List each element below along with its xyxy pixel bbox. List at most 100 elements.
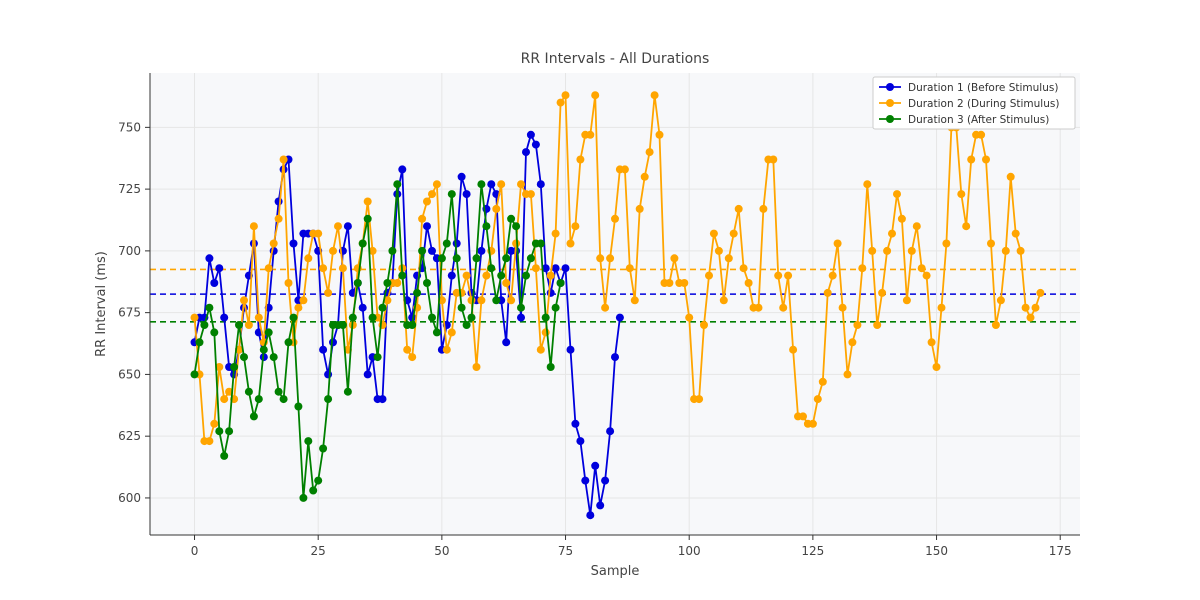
data-point [487, 180, 496, 189]
data-point [502, 254, 511, 263]
data-point [442, 345, 451, 354]
data-point [502, 279, 511, 287]
data-point [596, 254, 605, 263]
data-point [457, 303, 466, 312]
data-point [452, 254, 461, 263]
data-point [779, 303, 788, 312]
data-point [244, 387, 253, 396]
data-point [932, 363, 941, 371]
legend-marker [886, 99, 894, 107]
data-point [917, 264, 926, 273]
data-point [324, 288, 333, 297]
data-point [546, 363, 555, 371]
x-axis-label: Sample [591, 564, 640, 579]
data-point [413, 288, 422, 297]
data-point [274, 214, 283, 223]
data-point [942, 239, 951, 248]
data-point [581, 476, 590, 485]
data-point [304, 254, 313, 263]
data-point [363, 197, 372, 206]
data-point [408, 321, 417, 329]
data-point [220, 395, 229, 404]
data-point [225, 427, 234, 436]
data-point [522, 148, 530, 157]
data-point [734, 204, 743, 213]
data-point [314, 229, 323, 238]
data-point [348, 313, 357, 322]
data-point [220, 313, 229, 322]
data-point [586, 511, 595, 520]
data-point [472, 363, 481, 371]
y-axis-label: RR Interval (ms) [94, 251, 109, 357]
data-point [967, 155, 976, 164]
data-point [1031, 303, 1040, 312]
y-tick-label: 700 [118, 244, 141, 258]
data-point [477, 296, 486, 305]
data-point [878, 288, 887, 297]
data-point [472, 254, 481, 263]
data-point [393, 279, 402, 287]
x-tick-label: 75 [558, 544, 573, 558]
data-point [883, 246, 892, 255]
data-point [611, 353, 619, 362]
data-point [205, 437, 214, 446]
data-point [853, 321, 862, 329]
data-point [996, 296, 1005, 305]
data-point [353, 279, 362, 287]
x-tick-label: 0 [191, 544, 199, 558]
data-point [284, 279, 293, 287]
data-point [423, 197, 431, 206]
data-point [447, 271, 456, 280]
data-point [566, 345, 575, 354]
data-point [254, 313, 263, 322]
data-point [477, 180, 486, 189]
data-point [467, 313, 476, 322]
data-point [823, 288, 832, 297]
data-point [843, 370, 852, 379]
data-point [601, 476, 610, 485]
data-point [1016, 246, 1025, 255]
data-point [423, 222, 431, 231]
data-point [808, 419, 817, 428]
data-point [620, 165, 629, 174]
data-point [897, 214, 906, 223]
data-point [264, 264, 273, 273]
data-point [190, 313, 199, 322]
data-point [833, 239, 842, 248]
data-point [210, 419, 219, 428]
data-point [274, 197, 283, 206]
data-point [546, 288, 555, 297]
data-point [556, 279, 565, 287]
data-point [680, 279, 689, 287]
data-point [432, 328, 441, 337]
data-point [363, 214, 372, 223]
data-point [576, 155, 585, 164]
data-point [487, 264, 496, 273]
data-point [274, 387, 283, 396]
data-point [309, 486, 318, 495]
data-point [858, 264, 867, 273]
data-point [447, 190, 456, 199]
data-point [304, 437, 313, 446]
data-point [240, 353, 248, 362]
data-point [358, 303, 367, 312]
data-point [205, 254, 214, 263]
data-point [294, 303, 303, 312]
data-point [482, 222, 491, 231]
data-point [324, 395, 333, 404]
data-point [378, 395, 387, 404]
data-point [556, 98, 565, 107]
data-point [210, 328, 219, 337]
data-point [205, 303, 214, 312]
data-point [714, 246, 723, 255]
data-point [497, 180, 506, 189]
data-point [289, 313, 298, 322]
data-point [571, 419, 580, 428]
x-tick-label: 100 [678, 544, 701, 558]
data-point [789, 345, 798, 354]
data-point [566, 239, 575, 248]
data-point [428, 313, 436, 322]
data-point [269, 353, 278, 362]
legend-label: Duration 3 (After Stimulus) [908, 114, 1049, 126]
data-point [601, 303, 610, 312]
